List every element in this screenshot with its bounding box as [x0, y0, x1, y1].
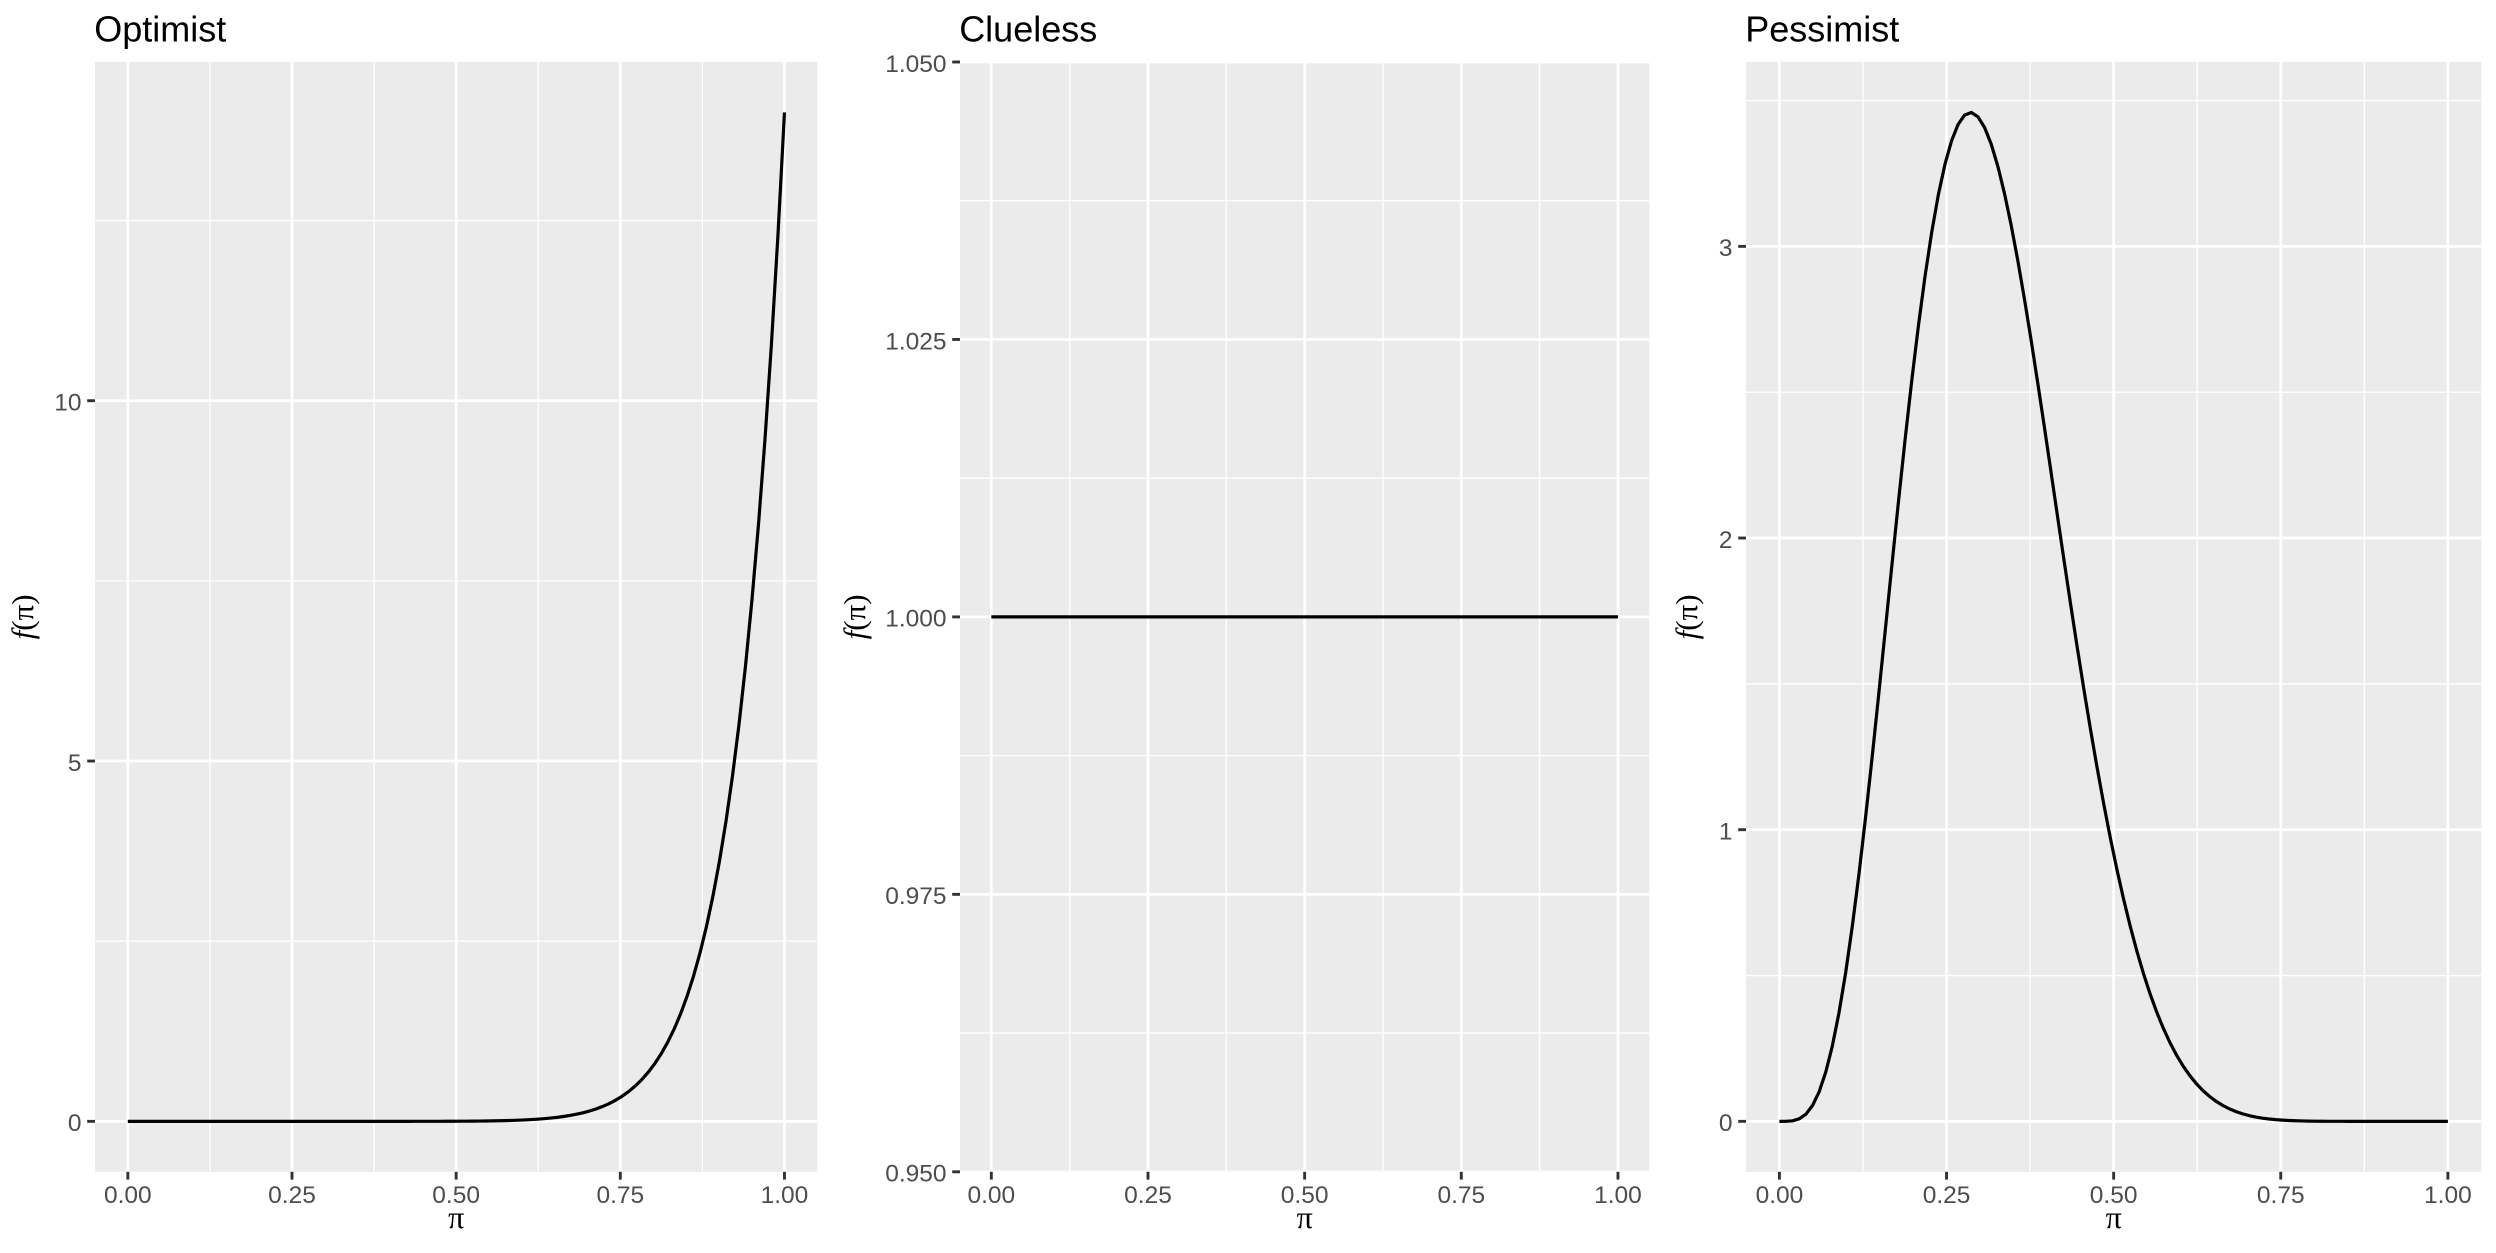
- svg-text:1.00: 1.00: [761, 1182, 809, 1209]
- svg-text:Optimist: Optimist: [94, 9, 226, 50]
- svg-text:f(π): f(π): [837, 594, 872, 639]
- svg-text:0.50: 0.50: [432, 1182, 480, 1209]
- svg-text:π: π: [2106, 1199, 2122, 1235]
- svg-text:0.950: 0.950: [885, 1161, 946, 1188]
- svg-text:0.75: 0.75: [596, 1182, 644, 1209]
- svg-text:0.00: 0.00: [104, 1182, 152, 1209]
- svg-text:0.50: 0.50: [2090, 1182, 2138, 1209]
- svg-text:1.050: 1.050: [885, 51, 946, 78]
- svg-text:1: 1: [1719, 818, 1733, 845]
- svg-text:Pessimist: Pessimist: [1745, 9, 1899, 50]
- svg-text:1.025: 1.025: [885, 328, 946, 355]
- svg-text:π: π: [1297, 1199, 1313, 1235]
- svg-text:10: 10: [54, 390, 81, 417]
- svg-text:0.75: 0.75: [1437, 1182, 1485, 1209]
- svg-text:0: 0: [68, 1110, 82, 1137]
- svg-text:0.25: 0.25: [268, 1182, 316, 1209]
- svg-text:0.00: 0.00: [967, 1182, 1015, 1209]
- svg-text:0: 0: [1719, 1110, 1733, 1137]
- svg-text:0.50: 0.50: [1281, 1182, 1329, 1209]
- svg-text:1.00: 1.00: [1594, 1182, 1642, 1209]
- svg-text:1.000: 1.000: [885, 606, 946, 633]
- svg-text:f(π): f(π): [1669, 594, 1704, 639]
- svg-text:0.25: 0.25: [1923, 1182, 1971, 1209]
- svg-text:0.75: 0.75: [2257, 1182, 2305, 1209]
- svg-text:Clueless: Clueless: [959, 9, 1097, 50]
- svg-text:3: 3: [1719, 235, 1733, 262]
- svg-text:π: π: [448, 1199, 464, 1235]
- svg-text:0.25: 0.25: [1124, 1182, 1172, 1209]
- svg-text:2: 2: [1719, 527, 1733, 554]
- svg-text:1.00: 1.00: [2424, 1182, 2472, 1209]
- svg-text:0.00: 0.00: [1756, 1182, 1804, 1209]
- svg-text:0.975: 0.975: [885, 883, 946, 910]
- svg-text:f(π): f(π): [5, 594, 40, 639]
- svg-text:5: 5: [68, 750, 82, 777]
